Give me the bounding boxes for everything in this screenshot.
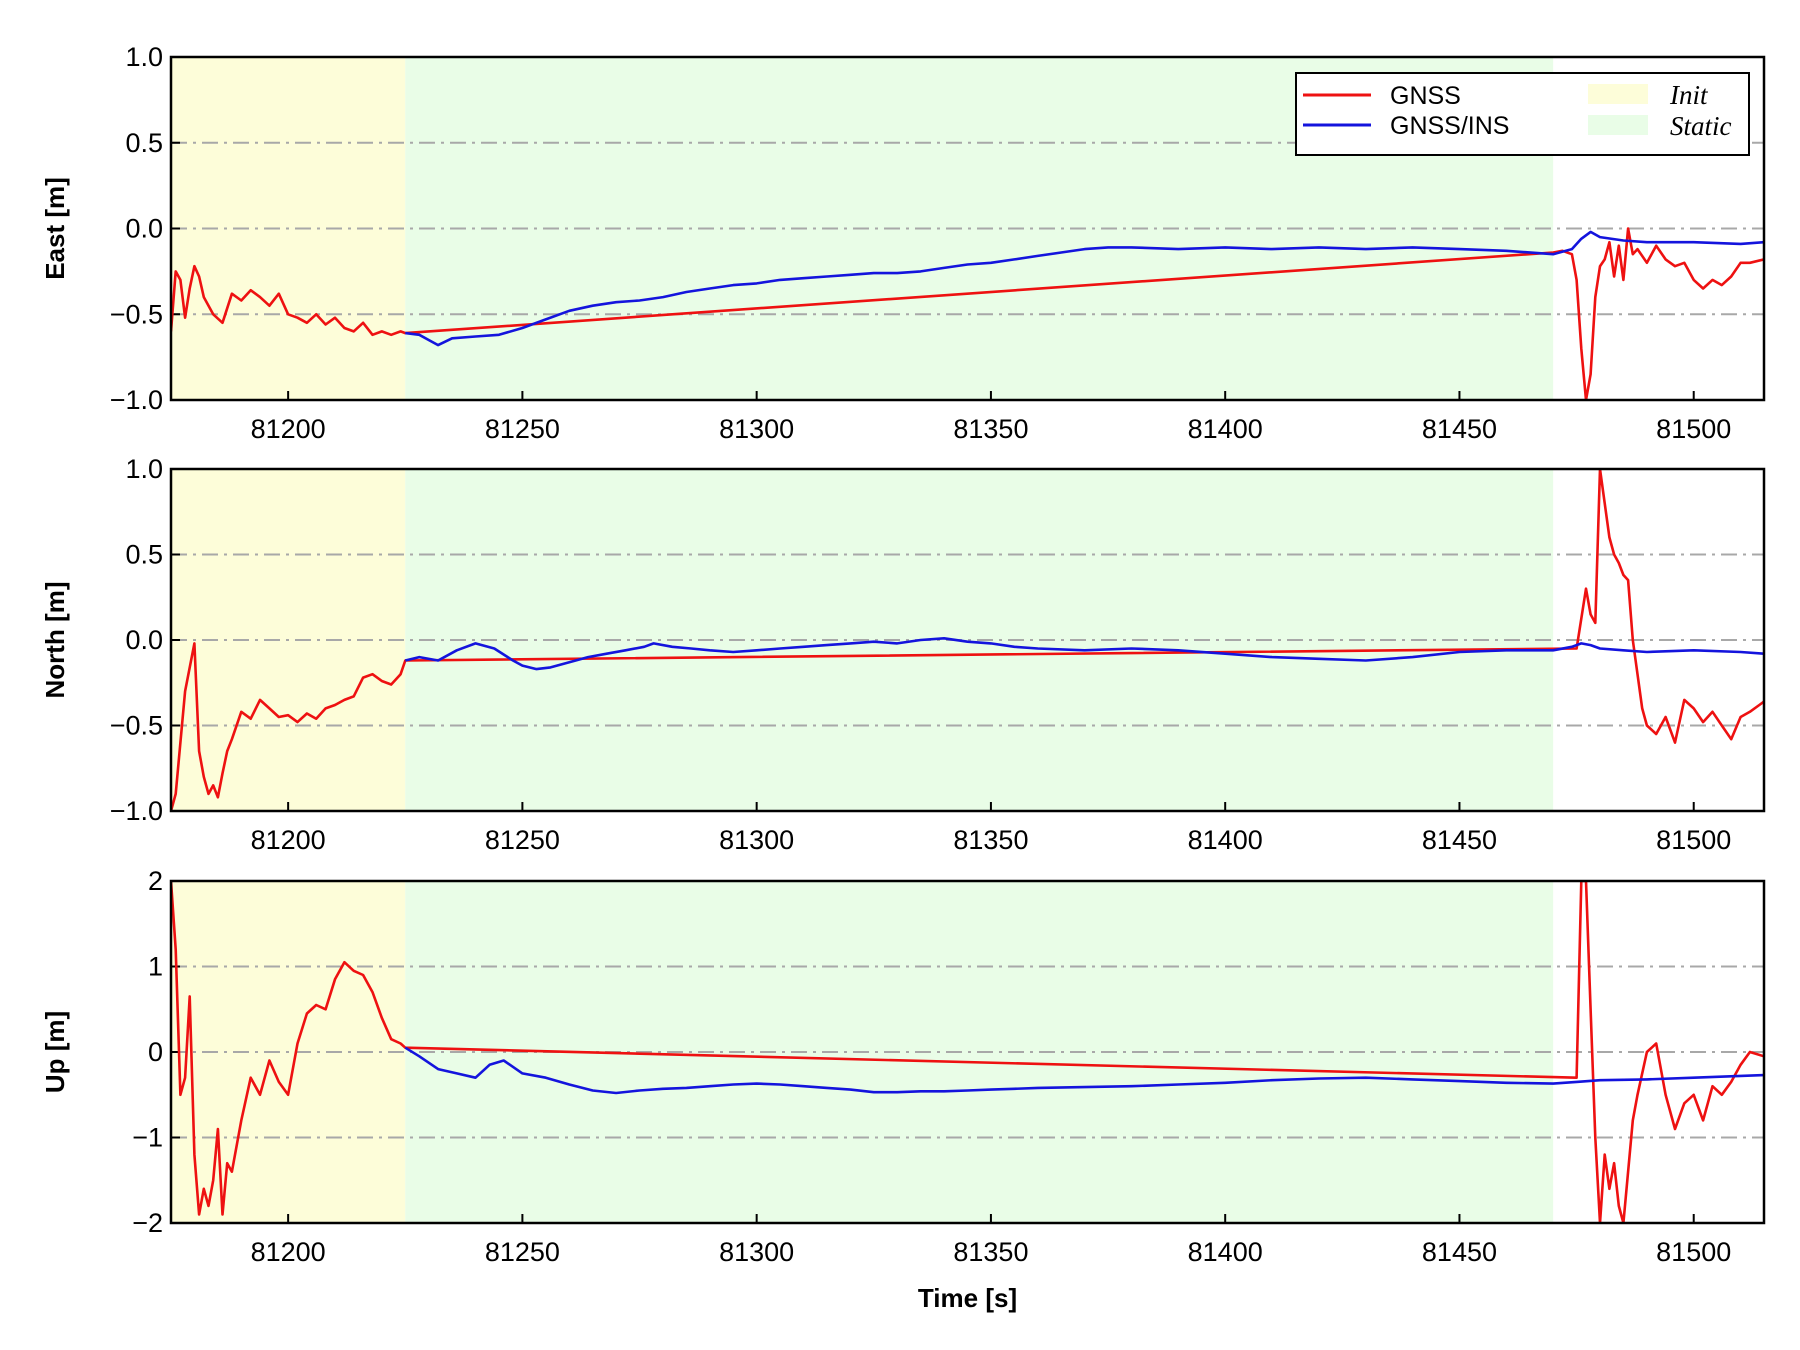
series-gnss-line <box>171 881 1764 1223</box>
north-panel: −1.0 −0.5 0.0 0.5 1.0 81200 81250 81300 81350 814… <box>40 454 1766 855</box>
x-tick-label: 81500 <box>1656 1237 1731 1267</box>
y-tick-label: 0 <box>148 1037 163 1067</box>
y-tick-label: 0.5 <box>125 540 163 570</box>
y-tick-label: −1 <box>132 1123 163 1153</box>
legend-static-swatch <box>1588 115 1648 135</box>
x-tick-label: 81300 <box>719 1237 794 1267</box>
east-panel: −1.0 −0.5 0.0 0.5 1.0 81200 81250 81300 81350 814… <box>40 42 1766 444</box>
series-gnss-ins-line <box>404 1046 1764 1095</box>
x-tick-label: 81250 <box>485 825 560 855</box>
up-m-axis-label: Up [m] <box>40 1011 70 1093</box>
legend-static-label: Static <box>1670 111 1732 141</box>
y-tick-label: −0.5 <box>110 299 163 329</box>
x-axis-label: Time [s] <box>918 1283 1017 1313</box>
x-tick-label: 81450 <box>1422 414 1497 444</box>
x-tick-label: 81450 <box>1422 825 1497 855</box>
up-panel: −2 −1 0 1 2 81200 81250 81300 81350 81400 81450 815… <box>40 866 1766 1313</box>
plot-frame <box>169 467 1766 813</box>
x-tick-label: 81500 <box>1656 825 1731 855</box>
x-tick-label: 81250 <box>485 414 560 444</box>
y-tick-label: 1 <box>148 952 163 982</box>
y-tick-label: −1.0 <box>110 385 163 415</box>
north-m-axis-label: North [m] <box>40 582 70 699</box>
x-tick-label: 81500 <box>1656 414 1731 444</box>
legend-gnss-label: GNSS <box>1390 82 1461 110</box>
x-tick-label: 81450 <box>1422 1237 1497 1267</box>
legend: GNSS GNSS/INS Init Static <box>1295 72 1750 156</box>
x-tick-label: 81200 <box>251 1237 326 1267</box>
series-gnss-ins-line <box>405 230 1764 347</box>
y-tick-label: 1.0 <box>125 454 163 484</box>
legend-gnss-ins-label: GNSS/INS <box>1390 112 1509 140</box>
x-tick-label: 81300 <box>719 825 794 855</box>
x-tick-label: 81200 <box>251 414 326 444</box>
x-tick-label: 81350 <box>953 414 1028 444</box>
y-tick-label: 1.0 <box>125 42 163 72</box>
x-tick-label: 81300 <box>719 414 794 444</box>
legend-init-label: Init <box>1669 80 1709 110</box>
legend-init-swatch <box>1588 84 1648 104</box>
plot-frame <box>169 879 1766 1225</box>
y-tick-label: 0.5 <box>125 128 163 158</box>
y-tick-label: 2 <box>148 866 163 896</box>
series-gnss-ins-line <box>404 636 1764 671</box>
x-tick-label: 81400 <box>1188 825 1263 855</box>
x-tick-label: 81200 <box>251 825 326 855</box>
series-gnss-line <box>171 469 1764 811</box>
y-tick-label: −1.0 <box>110 796 163 826</box>
y-tick-label: 0.0 <box>125 625 163 655</box>
y-tick-label: −0.5 <box>110 711 163 741</box>
y-tick-label: −2 <box>132 1208 163 1238</box>
x-tick-label: 81350 <box>953 825 1028 855</box>
plot-frame <box>169 55 1766 402</box>
y-tick-label: 0.0 <box>125 214 163 244</box>
x-tick-label: 81400 <box>1188 414 1263 444</box>
x-tick-label: 81250 <box>485 1237 560 1267</box>
x-tick-label: 81350 <box>953 1237 1028 1267</box>
series-gnss-line <box>171 227 1764 400</box>
east-m-axis-label: East [m] <box>40 177 70 280</box>
legend-box <box>1295 72 1750 156</box>
x-tick-label: 81400 <box>1188 1237 1263 1267</box>
